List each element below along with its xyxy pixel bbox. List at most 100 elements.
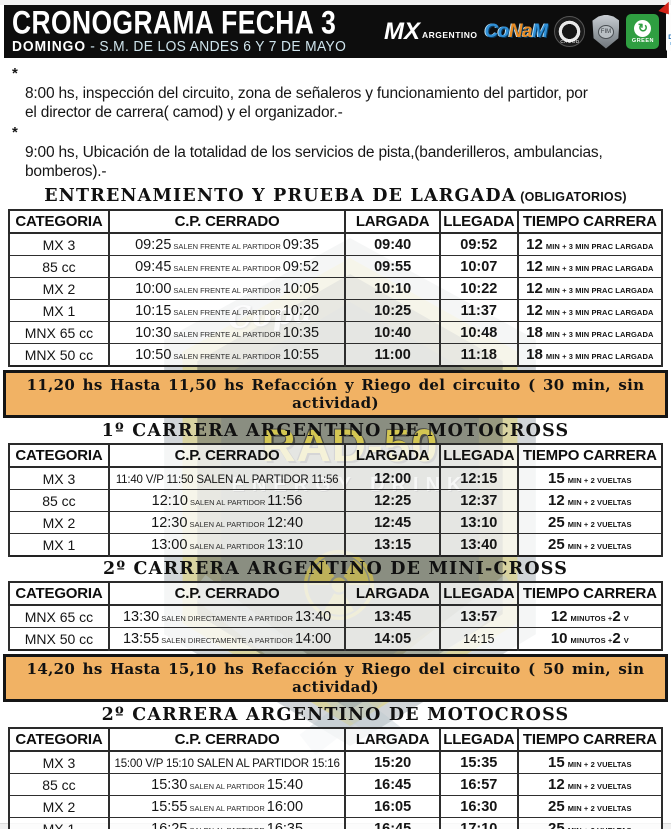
cp-cerrado-cell: 15:55 SALEN AL PARTIDOR 16:00 bbox=[107, 795, 347, 818]
tiempo-carrera-cell: 18 MIN + 3 MIN PRAC LARGADA bbox=[516, 343, 664, 367]
largada-cell: 15:20 bbox=[344, 750, 441, 774]
tiempo-unit: MIN + 2 VUELTAS bbox=[567, 519, 632, 529]
cp-detail: SALEN AL PARTIDOR bbox=[189, 519, 265, 529]
conam-text-accent: Na bbox=[508, 20, 533, 42]
tiempo-unit: MIN + 2 VUELTAS bbox=[567, 781, 632, 791]
cp-time: 09:35 bbox=[282, 236, 320, 253]
event-subtitle: DOMINGO - S.M. DE LOS ANDES 6 Y 7 DE MAY… bbox=[12, 39, 365, 55]
table-row: MX 3 09:25 SALEN FRENTE AL PARTIDOR 09:35 09… bbox=[8, 232, 664, 256]
tiempo-number: 18 bbox=[526, 345, 543, 363]
mx-argentino-logo: MX ARGENTINO bbox=[384, 0, 671, 43]
table-header-cell: CATEGORIA bbox=[8, 209, 110, 234]
largada-cell: 10:25 bbox=[344, 299, 441, 322]
table-row: MX 3 11:40 V/P 11:50 SALEN AL PARTIDOR 11… bbox=[8, 466, 664, 490]
table-header-cell: LLEGADA bbox=[438, 581, 519, 606]
cp-time: 11:56 bbox=[267, 492, 303, 509]
table-row: MX 1 13:00 SALEN AL PARTIDOR 13:10 13:15 13:4… bbox=[8, 533, 664, 557]
cp-cerrado-cell: 10:30 SALEN FRENTE AL PARTIDOR 10:35 bbox=[107, 321, 347, 344]
table-header-cell: C.P. CERRADO bbox=[107, 727, 347, 752]
schedule-table: CATEGORIA C.P. CERRADO LARGADA LLEGADA TIEMP… bbox=[8, 581, 664, 651]
llegada-cell: 14:15 bbox=[438, 627, 519, 651]
cp-full-text: 15:00 V/P 15:10 SALEN AL PARTIDOR 15:16 bbox=[114, 757, 340, 770]
table-row: 85 cc 09:45 SALEN FRENTE AL PARTIDOR 09:52 0… bbox=[8, 255, 664, 278]
deporte-underline bbox=[669, 41, 671, 45]
event-title: CRONOGRAMA FECHA 3 bbox=[12, 5, 337, 41]
tiempo-unit: MIN + 2 VUELTAS bbox=[567, 475, 632, 485]
cp-detail: SALEN DIRECTAMENTE A PARTIDOR bbox=[161, 635, 293, 645]
cp-time: 15:30 bbox=[151, 776, 188, 793]
activity-banner: 11,20 hs Hasta 11,50 hs Refacción y Rieg… bbox=[3, 370, 668, 418]
largada-cell: 12:45 bbox=[344, 511, 441, 534]
largada-cell: 10:40 bbox=[344, 321, 441, 344]
largada-cell: 12:00 bbox=[344, 466, 441, 490]
largada-cell: 09:55 bbox=[344, 255, 441, 278]
section-title: ENTRENAMIENTO Y PRUEBA DE LARGADA (OBLIG… bbox=[0, 186, 671, 208]
tiempo-number: 12 bbox=[550, 607, 568, 625]
llegada-cell: 13:10 bbox=[438, 511, 519, 534]
cp-cerrado-cell: 13:30 SALEN DIRECTAMENTE A PARTIDOR 13:40 bbox=[107, 604, 347, 628]
table-header-row: CATEGORIA C.P. CERRADO LARGADA LLEGADA TIEMP… bbox=[8, 727, 664, 752]
cp-time: 12:10 bbox=[151, 492, 188, 509]
llegada-cell: 11:37 bbox=[438, 299, 519, 322]
largada-cell: 16:45 bbox=[344, 773, 441, 796]
green-label: GREEN bbox=[631, 37, 654, 44]
tiempo-number: 12 bbox=[526, 235, 543, 253]
cp-cerrado-cell: 11:40 V/P 11:50 SALEN AL PARTIDOR 11:56 bbox=[107, 466, 347, 490]
tiempo-number: 25 bbox=[548, 797, 565, 815]
section-title-suffix: (OBLIGATORIOS) bbox=[516, 189, 627, 205]
section-title-text: 2º CARRERA ARGENTINO DE MINI-CROSS bbox=[102, 558, 569, 580]
category-cell: MX 2 bbox=[8, 795, 110, 818]
tiempo-unit: V bbox=[623, 613, 629, 623]
table-header-cell: LARGADA bbox=[344, 209, 441, 234]
conam-text: Co bbox=[484, 20, 510, 42]
tiempo-number: 25 bbox=[548, 535, 565, 553]
section-title-text: ENTRENAMIENTO Y PRUEBA DE LARGADA bbox=[44, 185, 517, 207]
table-header-row: CATEGORIA C.P. CERRADO LARGADA LLEGADA TIEMP… bbox=[8, 209, 664, 234]
category-cell: MNX 50 cc bbox=[8, 343, 110, 367]
note-9hs: * 9:00 hs, Ubicación de la totalidad de l… bbox=[12, 124, 661, 181]
cp-detail: SALEN AL PARTIDOR bbox=[189, 781, 265, 791]
activity-banner: 14,20 hs Hasta 15,10 hs Refacción y Rieg… bbox=[3, 654, 668, 702]
table-header-cell: LLEGADA bbox=[438, 443, 519, 468]
cp-cerrado-cell: 10:00 SALEN FRENTE AL PARTIDOR 10:05 bbox=[107, 277, 347, 300]
tiempo-carrera-cell: 12 MINUTOS +2 V bbox=[516, 604, 664, 628]
table-row: MNX 65 cc 10:30 SALEN FRENTE AL PARTIDOR 10… bbox=[8, 321, 664, 344]
category-cell: MNX 50 cc bbox=[8, 627, 110, 651]
cp-cerrado-cell: 15:30 SALEN AL PARTIDOR 15:40 bbox=[107, 773, 347, 796]
schedule-table: CATEGORIA C.P. CERRADO LARGADA LLEGADA TIEMP… bbox=[8, 727, 664, 829]
top-margin-strip bbox=[0, 0, 671, 5]
tiempo-number: 2 bbox=[612, 607, 621, 625]
tiempo-unit: MINUTOS + bbox=[570, 635, 613, 645]
llegada-cell: 16:30 bbox=[438, 795, 519, 818]
table-row: 85 cc 12:10 SALEN AL PARTIDOR 11:56 12:25 12:… bbox=[8, 489, 664, 512]
table-row: MNX 50 cc 10:50 SALEN FRENTE AL PARTIDOR 10… bbox=[8, 343, 664, 367]
cp-time: 10:20 bbox=[282, 302, 320, 319]
llegada-cell: 13:40 bbox=[438, 533, 519, 557]
tiempo-number: 15 bbox=[548, 753, 565, 771]
tiempo-unit: MIN + 3 MIN PRAC LARGADA bbox=[545, 241, 654, 251]
note-text: 9:00 hs, Ubicación de la totalidad de lo… bbox=[25, 144, 603, 180]
largada-cell: 16:45 bbox=[344, 817, 441, 829]
tiempo-carrera-cell: 10 MINUTOS +2 V bbox=[516, 627, 664, 651]
cp-time: 14:00 bbox=[294, 630, 332, 647]
category-cell: MX 1 bbox=[8, 533, 110, 557]
tiempo-number: 12 bbox=[526, 257, 543, 275]
green-circle-icon: ↻ bbox=[634, 19, 652, 37]
table-row: MX 3 15:00 V/P 15:10 SALEN AL PARTIDOR 15… bbox=[8, 750, 664, 774]
table-header-cell: CATEGORIA bbox=[8, 443, 110, 468]
argentino-label: ARGENTINO bbox=[422, 29, 478, 40]
table-header-cell: LARGADA bbox=[344, 443, 441, 468]
llegada-cell: 10:07 bbox=[438, 255, 519, 278]
cp-cerrado-cell: 09:45 SALEN FRENTE AL PARTIDOR 09:52 bbox=[107, 255, 347, 278]
category-cell: MX 3 bbox=[8, 466, 110, 490]
largada-cell: 13:45 bbox=[344, 604, 441, 628]
llegada-cell: 10:22 bbox=[438, 277, 519, 300]
table-header-cell: C.P. CERRADO bbox=[107, 443, 347, 468]
cp-time: 16:00 bbox=[266, 798, 304, 815]
largada-cell: 16:05 bbox=[344, 795, 441, 818]
cp-detail: SALEN AL PARTIDOR bbox=[189, 803, 265, 813]
llegada-cell: 12:15 bbox=[438, 466, 519, 490]
tiempo-unit: MIN + 3 MIN PRAC LARGADA bbox=[545, 307, 654, 317]
